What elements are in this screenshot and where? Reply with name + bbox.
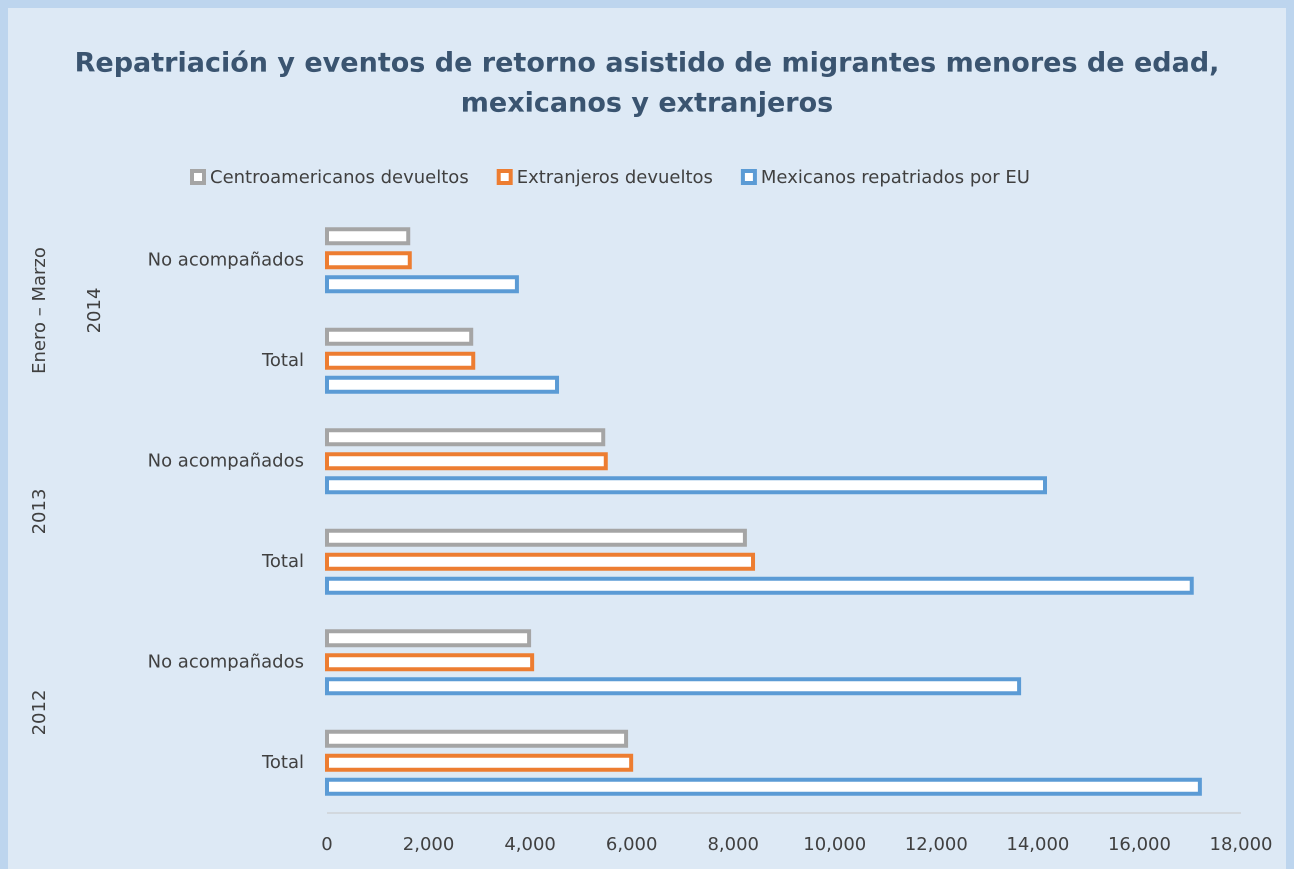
bar [325, 428, 606, 447]
y-tick-label: No acompañados [148, 450, 304, 471]
group-label: Enero – Marzo [29, 247, 50, 374]
x-tick-label: 14,000 [1006, 834, 1069, 855]
chart-title: Repatriación y eventos de retorno asisti… [75, 48, 1220, 79]
bar [325, 327, 474, 346]
group-label: 2012 [29, 690, 50, 736]
bar [325, 552, 756, 571]
group-label: 2013 [29, 489, 50, 535]
bar [325, 629, 532, 648]
x-tick-label: 16,000 [1108, 834, 1171, 855]
bar [325, 528, 747, 547]
legend-swatch [496, 169, 513, 185]
x-tick-label: 4,000 [504, 834, 556, 855]
x-tick-label: 18,000 [1210, 834, 1273, 855]
x-tick-label: 6,000 [606, 834, 658, 855]
group-label: 2014 [84, 288, 105, 334]
x-tick-label: 0 [321, 834, 332, 855]
bar [325, 777, 1202, 796]
bar [325, 275, 519, 294]
legend-swatch [190, 169, 206, 185]
bar [325, 753, 634, 772]
bar [325, 251, 412, 270]
y-tick-label: Total [261, 350, 304, 371]
x-tick-label: 12,000 [905, 834, 968, 855]
bar [325, 677, 1022, 696]
legend-label: Extranjeros devueltos [517, 167, 713, 188]
x-tick-label: 8,000 [707, 834, 759, 855]
background [8, 8, 1286, 869]
x-tick-label: 2,000 [403, 834, 455, 855]
bar [325, 375, 560, 394]
y-tick-label: Total [261, 551, 304, 572]
bar [325, 653, 535, 672]
bar [325, 729, 629, 748]
bar [325, 351, 476, 370]
y-tick-label: Total [261, 752, 304, 773]
bar [325, 452, 608, 471]
legend-swatch [740, 169, 757, 185]
y-tick-label: No acompañados [148, 249, 304, 270]
x-tick-label: 10,000 [803, 834, 866, 855]
legend-label: Mexicanos repatriados por EU [761, 167, 1030, 188]
y-tick-label: No acompañados [148, 651, 304, 672]
bar [325, 576, 1194, 595]
legend-label: Centroamericanos devueltos [210, 167, 469, 188]
bar [325, 227, 411, 246]
chart-title: mexicanos y extranjeros [461, 88, 833, 119]
bar [325, 476, 1047, 495]
